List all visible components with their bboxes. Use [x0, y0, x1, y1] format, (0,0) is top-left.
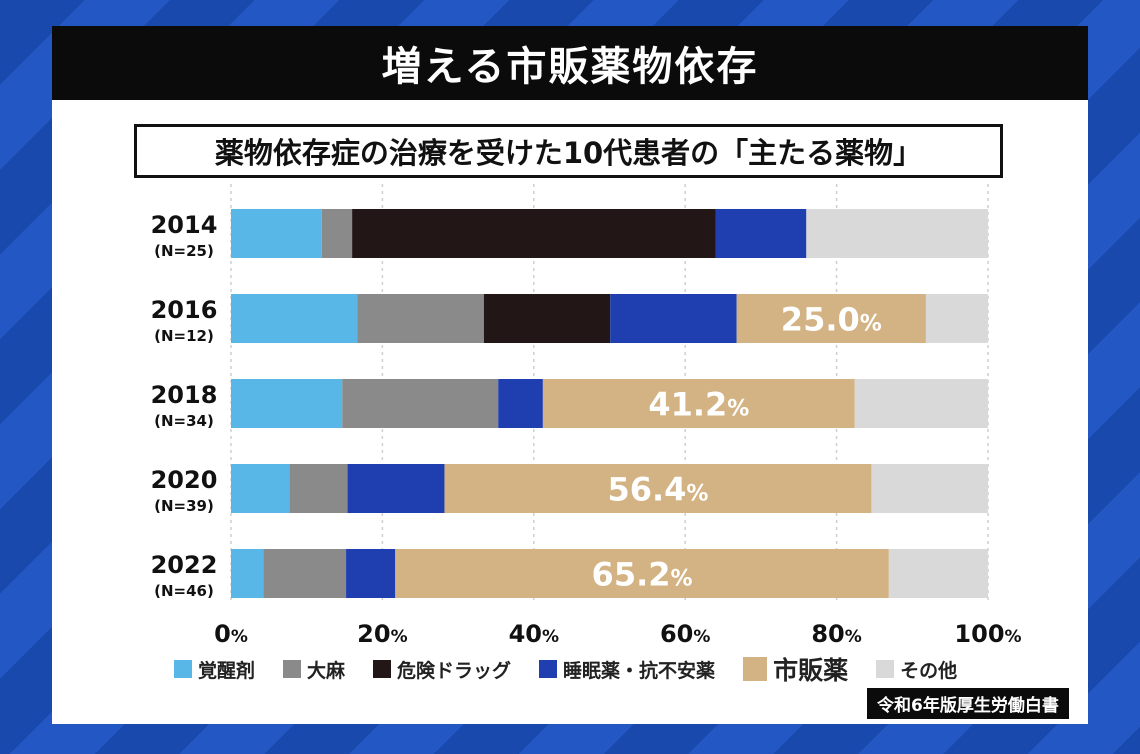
bar-segment [231, 379, 343, 428]
bar-segment [357, 294, 484, 343]
legend-swatch [876, 660, 895, 678]
x-tick-label: 20% [357, 620, 407, 648]
category-label: 2016 [151, 296, 218, 324]
legend-label: 危険ドラッグ [397, 659, 512, 682]
legend-item: 危険ドラッグ [373, 656, 511, 683]
sample-size-label: (N=34) [154, 412, 214, 430]
bar-segment [715, 209, 807, 258]
bar-segment [231, 209, 322, 258]
x-tick-label: 100% [954, 620, 1021, 648]
sample-size-label: (N=25) [154, 242, 214, 260]
x-tick-label: 80% [811, 620, 861, 648]
legend-swatch [539, 660, 558, 678]
chart-title-box: 薬物依存症の治療を受けた10代患者の「主たる薬物」 [134, 124, 1003, 178]
bar-segment [610, 294, 737, 343]
category-label: 2022 [151, 551, 218, 579]
data-label: 65.2% [592, 556, 693, 594]
bar-segment [925, 294, 988, 343]
bar-segment [871, 464, 988, 513]
bar-segment [483, 294, 611, 343]
bar-segment [346, 549, 396, 598]
source-label: 令和6年版厚生労働白書 [867, 688, 1069, 719]
bar-segment [542, 379, 855, 428]
source-text: 令和6年版厚生労働白書 [877, 696, 1059, 716]
legend-item: 覚醒剤 [174, 656, 255, 683]
bar-segment [888, 549, 988, 598]
legend-swatch [743, 657, 768, 681]
bar-segment [444, 464, 872, 513]
page-title: 増える市販薬物依存 [381, 44, 759, 90]
data-label: 25.0% [781, 301, 882, 339]
legend-swatch [373, 660, 392, 678]
bar-segment [231, 549, 264, 598]
title-bar: 増える市販薬物依存 [52, 26, 1088, 100]
legend-label: 大麻 [307, 659, 346, 682]
category-label: 2020 [151, 466, 218, 494]
bar-segment [806, 209, 988, 258]
sample-size-label: (N=12) [154, 327, 214, 345]
bar-segment [347, 464, 445, 513]
category-label: 2014 [151, 211, 218, 239]
bar-segment [736, 294, 926, 343]
legend-item: その他 [876, 656, 957, 683]
sample-size-label: (N=46) [154, 582, 214, 600]
legend-swatch [283, 660, 302, 678]
chart-title: 薬物依存症の治療を受けた10代患者の「主たる薬物」 [214, 136, 923, 170]
data-label: 41.2% [648, 386, 749, 424]
bar-segment [498, 379, 543, 428]
bar-segment [263, 549, 347, 598]
bar-segment [854, 379, 988, 428]
legend-swatch [174, 660, 192, 678]
legend-item: 睡眠薬・抗不安薬 [539, 656, 715, 683]
bar-segment [231, 464, 290, 513]
legend-label: 市販薬 [773, 656, 849, 685]
legend-item: 大麻 [283, 656, 345, 683]
legend-label: その他 [900, 659, 958, 682]
sample-size-label: (N=39) [154, 497, 214, 515]
bar-segment [342, 379, 499, 428]
bar-segment [395, 549, 889, 598]
legend-label: 睡眠薬・抗不安薬 [563, 659, 716, 682]
bar-segment [321, 209, 353, 258]
x-tick-label: 0% [214, 620, 248, 648]
legend-item: 市販薬 [743, 651, 848, 687]
bar-segment [231, 294, 358, 343]
data-label: 56.4% [607, 471, 708, 509]
legend: 覚醒剤 大麻 危険ドラッグ 睡眠薬・抗不安薬 市販薬 その他 [174, 651, 985, 687]
stacked-bar-chart: 2014 (N=25) 2016 (N=12) 2018 (N=34) 2020 (N=39)… [151, 184, 1022, 648]
x-tick-label: 60% [660, 620, 710, 648]
bar-segment [289, 464, 348, 513]
x-tick-label: 40% [509, 620, 559, 648]
category-label: 2018 [151, 381, 218, 409]
legend-label: 覚醒剤 [198, 659, 256, 682]
chart-card: 増える市販薬物依存 薬物依存症の治療を受けた10代患者の「主たる薬物」 2014… [52, 26, 1088, 724]
bar-segment [352, 209, 716, 258]
